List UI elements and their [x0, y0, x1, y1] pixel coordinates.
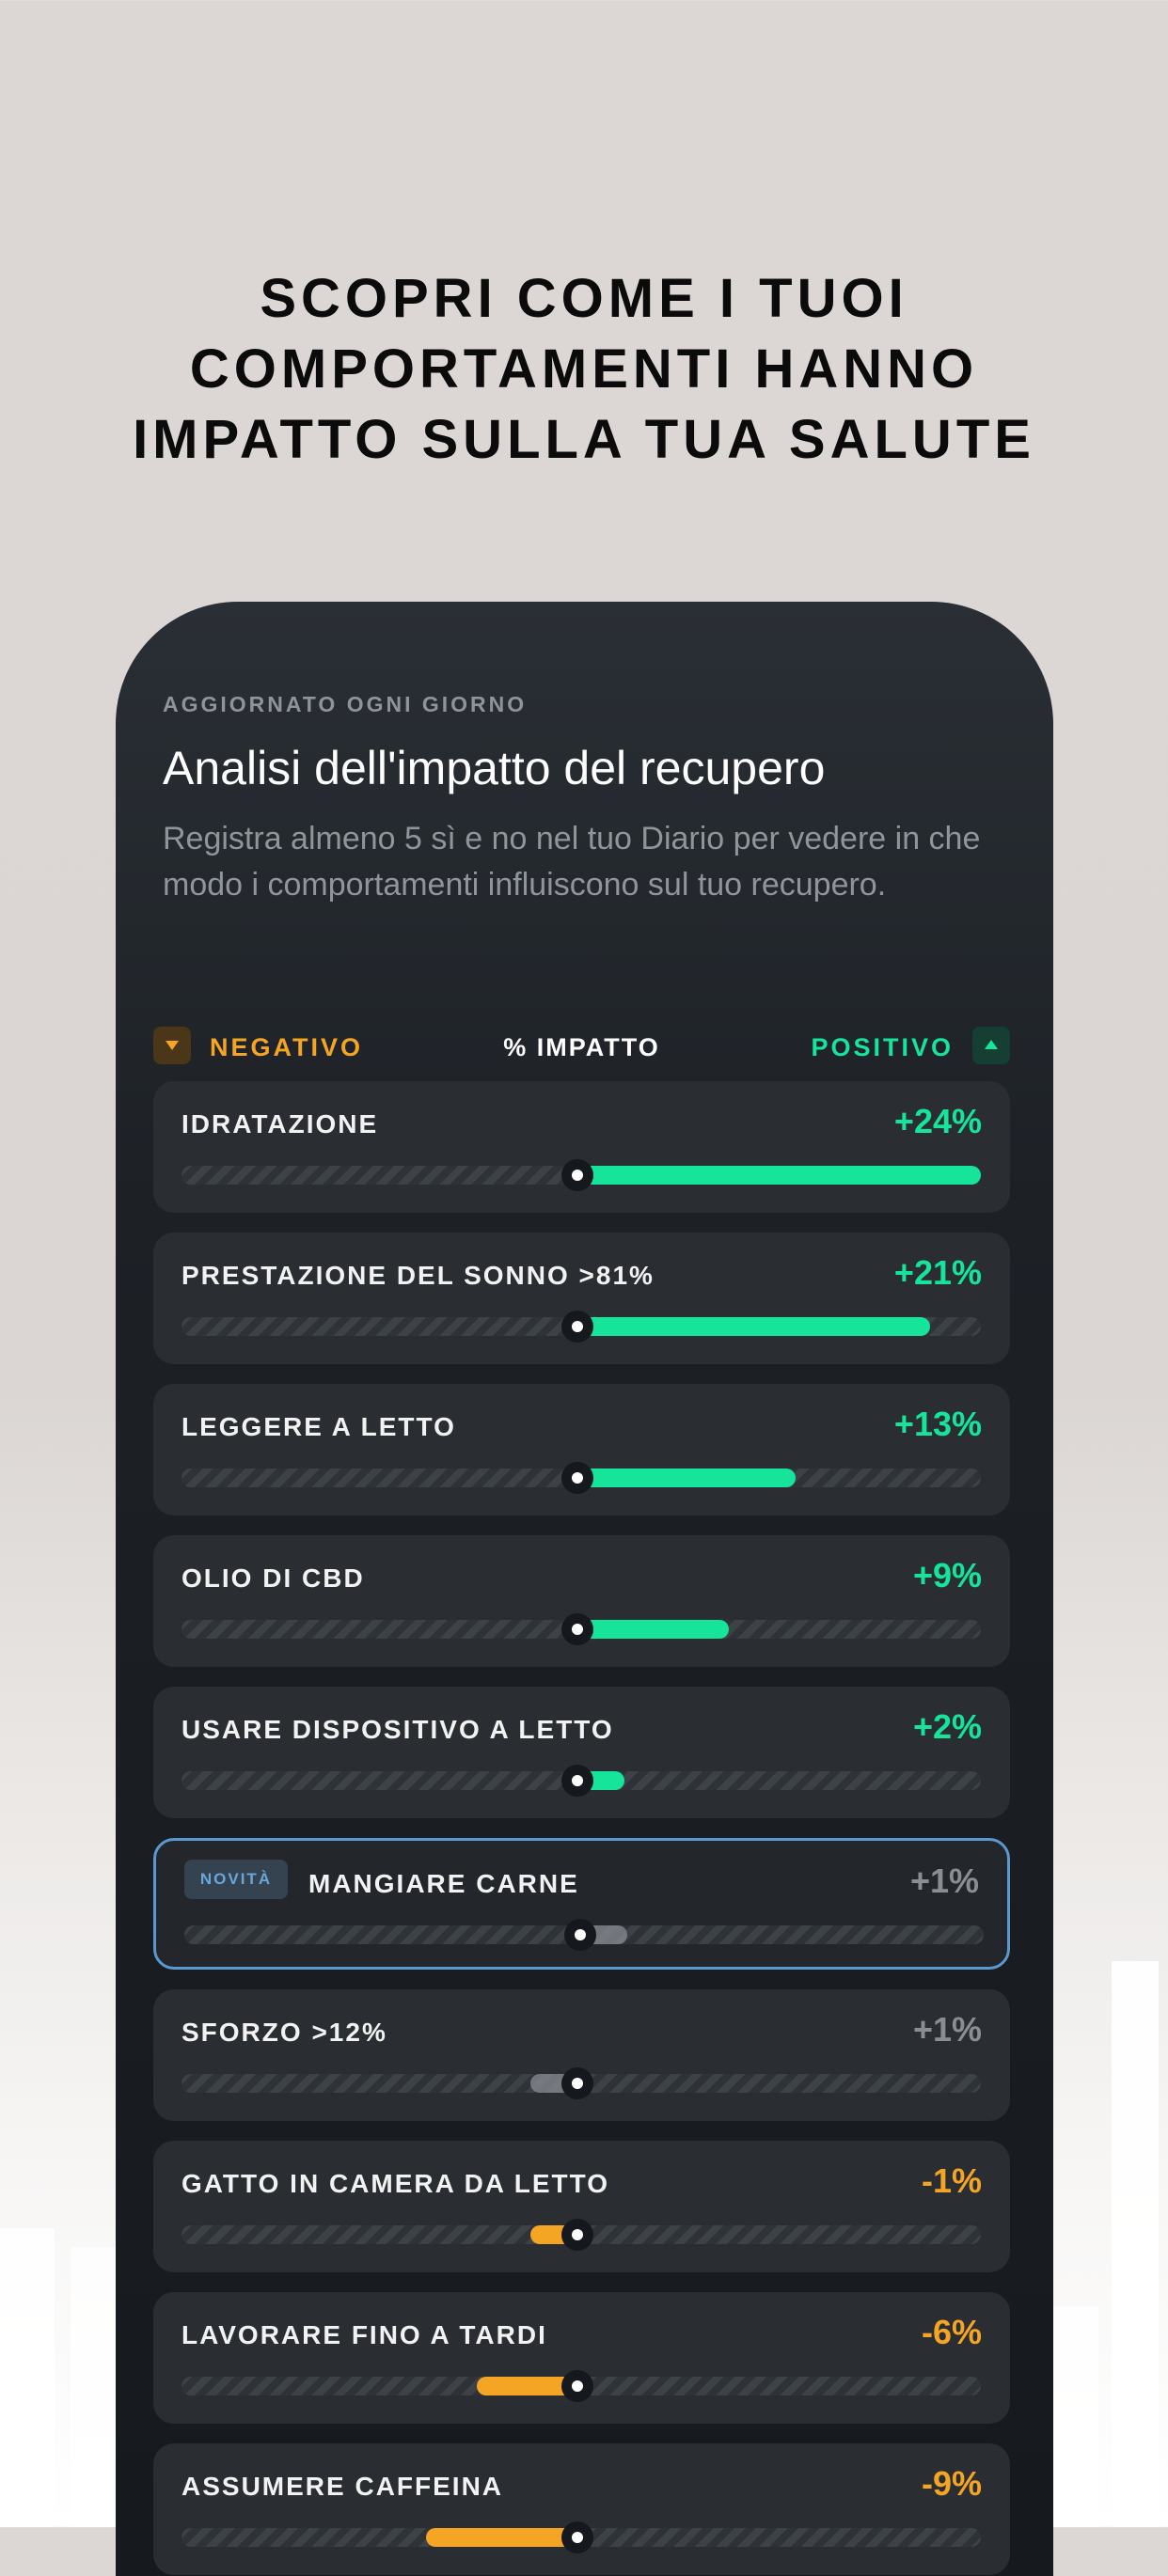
- impact-bar-fill: [570, 1620, 729, 1639]
- impact-bar-track: [182, 2370, 981, 2402]
- negative-label: NEGATIVO: [210, 1033, 364, 1061]
- impact-percent: -9%: [921, 2464, 982, 2503]
- behavior-row[interactable]: LEGGERE A LETTO +13%: [153, 1384, 1010, 1516]
- behavior-row[interactable]: PRESTAZIONE DEL SONNO >81% +21%: [153, 1233, 1010, 1364]
- impact-percent: +24%: [893, 1102, 982, 1140]
- behavior-name: ASSUMERE CAFFEINA: [182, 2472, 504, 2501]
- behavior-row[interactable]: OLIO DI CBD +9%: [153, 1535, 1010, 1667]
- impact-center-knob: [561, 1311, 593, 1343]
- impact-bar-track: [182, 1159, 981, 1191]
- background-bars: [0, 1961, 1168, 2527]
- impact-center-knob: [561, 2370, 593, 2402]
- impact-center-knob: [561, 1159, 593, 1191]
- impact-legend: NEGATIVO % IMPATTO POSITIVO: [153, 1025, 1010, 1066]
- impact-bar-track: [182, 1462, 981, 1494]
- impact-bar-track: [182, 1311, 981, 1343]
- impact-center-knob: [564, 1919, 596, 1951]
- impact-center-knob: [561, 1765, 593, 1797]
- impact-center-knob: [561, 2521, 593, 2553]
- behavior-name: LAVORARE FINO A TARDI: [182, 2320, 547, 2349]
- impact-center-knob: [561, 2067, 593, 2099]
- behavior-name: MANGIARE CARNE: [308, 1869, 579, 1898]
- positive-sort-icon[interactable]: [972, 1027, 1010, 1064]
- impact-bar-fill: [570, 1166, 981, 1185]
- impact-bar-track: [182, 1613, 981, 1645]
- update-eyebrow: AGGIORNATO OGNI GIORNO: [163, 692, 528, 716]
- new-badge: NOVITÀ: [184, 1860, 288, 1899]
- impact-percent: +2%: [912, 1707, 982, 1746]
- impact-center-knob: [561, 1462, 593, 1494]
- behavior-name: USARE DISPOSITIVO A LETTO: [182, 1715, 614, 1744]
- behavior-row[interactable]: ASSUMERE CAFFEINA -9%: [153, 2443, 1010, 2575]
- behavior-name: IDRATAZIONE: [182, 1109, 379, 1139]
- behavior-row[interactable]: SFORZO >12% +1%: [153, 1989, 1010, 2121]
- impact-label: % IMPATTO: [503, 1033, 660, 1061]
- impact-bar-fill: [476, 2377, 585, 2395]
- negative-sort-icon[interactable]: [153, 1027, 191, 1064]
- impact-percent: -6%: [921, 2313, 982, 2351]
- behavior-row[interactable]: NOVITÀ MANGIARE CARNE +1%: [153, 1838, 1010, 1970]
- behavior-name: LEGGERE A LETTO: [182, 1412, 456, 1441]
- impact-percent: +9%: [912, 1556, 982, 1594]
- impact-center-knob: [561, 2219, 593, 2251]
- positive-label: POSITIVO: [811, 1033, 954, 1061]
- impact-bar-track: [182, 2219, 981, 2251]
- impact-center-knob: [561, 1613, 593, 1645]
- headline-line-3: IMPATTO SULLA TUA SALUTE: [133, 409, 1035, 470]
- impact-percent: +21%: [893, 1253, 982, 1292]
- impact-percent: +1%: [909, 1861, 979, 1900]
- impact-percent: +13%: [893, 1405, 982, 1443]
- phone-card: AGGIORNATO OGNI GIORNO Analisi dell'impa…: [116, 602, 1053, 2576]
- behavior-row[interactable]: GATTO IN CAMERA DA LETTO -1%: [153, 2141, 1010, 2272]
- card-title: Analisi dell'impatto del recupero: [163, 742, 826, 794]
- impact-bar-fill: [570, 1469, 797, 1487]
- behavior-row[interactable]: IDRATAZIONE +24%: [153, 1081, 1010, 1213]
- behavior-row[interactable]: LAVORARE FINO A TARDI -6%: [153, 2292, 1010, 2424]
- impact-bar-track: [182, 2067, 981, 2099]
- headline-line-1: SCOPRI COME I TUOI: [260, 268, 908, 329]
- impact-bar-fill: [570, 1317, 931, 1336]
- behavior-name: PRESTAZIONE DEL SONNO >81%: [182, 1261, 655, 1290]
- impact-bar-track: [182, 2521, 981, 2553]
- impact-percent: +1%: [912, 2010, 982, 2049]
- behavior-name: SFORZO >12%: [182, 2018, 387, 2047]
- behavior-name: OLIO DI CBD: [182, 1563, 365, 1593]
- headline-line-2: COMPORTAMENTI HANNO: [189, 338, 979, 400]
- behavior-name: GATTO IN CAMERA DA LETTO: [182, 2169, 610, 2198]
- card-description: Registra almeno 5 sì e no nel tuo Diario…: [163, 821, 981, 903]
- impact-bar-track: [184, 1919, 984, 1951]
- impact-bar-track: [182, 1765, 981, 1797]
- behavior-row[interactable]: USARE DISPOSITIVO A LETTO +2%: [153, 1687, 1010, 1818]
- impact-percent: -1%: [921, 2161, 982, 2200]
- headline: SCOPRI COME I TUOI COMPORTAMENTI HANNO I…: [0, 263, 1168, 475]
